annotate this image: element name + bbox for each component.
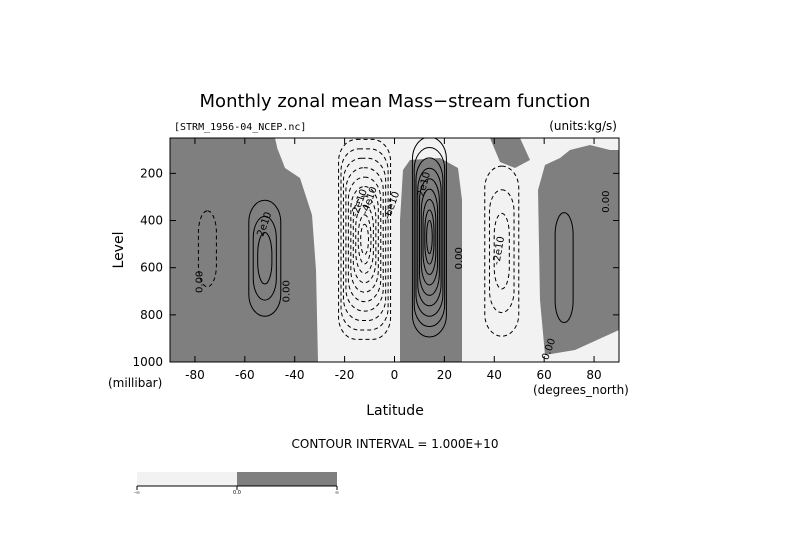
positive-region-mid-south xyxy=(233,140,318,362)
x-tick-label: 80 xyxy=(586,368,601,382)
contour-positive xyxy=(252,215,277,301)
contour-label: 0.00 xyxy=(454,247,465,269)
contour-negative xyxy=(350,186,379,293)
contour-positive xyxy=(554,212,574,324)
colorbar-negative-swatch xyxy=(137,472,237,486)
contour-negative xyxy=(347,176,382,303)
colorbar-label-max: ∞ xyxy=(335,490,339,496)
contour-positive xyxy=(426,219,433,255)
contour-negative xyxy=(355,204,374,274)
contour-interval-text: CONTOUR INTERVAL = 1.000E+10 xyxy=(292,437,499,451)
contour-label: -2e10 xyxy=(491,236,507,266)
y-tick-label: 800 xyxy=(140,308,163,322)
plot-area xyxy=(169,137,620,363)
contour-label: 0.00 xyxy=(601,191,612,213)
contour-positive xyxy=(413,146,446,328)
contour-negative xyxy=(484,165,520,337)
x-tick-label: 60 xyxy=(537,368,552,382)
contour-positive xyxy=(257,231,273,285)
colorbar-label-min: -∞ xyxy=(134,490,140,496)
contour-negative xyxy=(357,214,372,265)
y-unit-label: (millibar) xyxy=(108,376,162,390)
x-axis-label: Latitude xyxy=(366,403,424,419)
contour-positive xyxy=(422,199,437,276)
x-tick-label: -60 xyxy=(235,368,255,382)
file-label: [STRM_1956-04_NCEP.nc] xyxy=(174,122,306,133)
colorbar: -∞ 0.0 ∞ xyxy=(134,472,339,496)
x-tick-label: 20 xyxy=(437,368,452,382)
contour-positive xyxy=(420,188,439,286)
y-tick-label: 200 xyxy=(140,166,163,180)
contour-negative xyxy=(352,195,377,284)
contour-positive xyxy=(248,199,282,317)
y-tick-label: 600 xyxy=(140,261,163,275)
contour-negative xyxy=(493,212,510,290)
contour-positive xyxy=(411,138,447,338)
contour-positive xyxy=(415,157,444,317)
colorbar-positive-swatch xyxy=(237,472,337,486)
y-axis-label: Level xyxy=(111,232,127,269)
shaded-regions xyxy=(170,138,619,362)
x-tick-label: 0 xyxy=(391,368,399,382)
x-tick-label: -40 xyxy=(285,368,305,382)
positive-region-top-right xyxy=(490,138,530,168)
x-axis: -80 -60 -40 -20 0 20 40 60 80 xyxy=(185,138,602,382)
contour-lines xyxy=(197,138,574,340)
positive-region-nh-high xyxy=(170,138,238,362)
positive-region-north xyxy=(538,145,619,355)
contour-label: 0.00 xyxy=(194,271,205,293)
x-tick-label: -80 xyxy=(185,368,205,382)
contour-label: 0.00 xyxy=(282,280,293,302)
contour-negative xyxy=(345,167,384,312)
positive-region-tropics xyxy=(400,158,462,362)
chart-title: Monthly zonal mean Mass−stream function xyxy=(200,91,591,112)
contour-positive xyxy=(417,167,442,307)
contour-negative xyxy=(197,210,217,288)
x-unit-label: (degrees_north) xyxy=(533,383,629,397)
contour-negative xyxy=(360,223,369,255)
contour-negative xyxy=(342,157,387,322)
positive-region-bottom-left xyxy=(170,300,238,362)
units-label: (units:kg/s) xyxy=(549,119,617,133)
contour-negative xyxy=(488,189,515,314)
contour-positive xyxy=(419,178,440,296)
contour-positive xyxy=(424,209,435,265)
x-tick-label: 40 xyxy=(487,368,502,382)
contour-negative xyxy=(338,138,392,340)
y-tick-label: 400 xyxy=(140,214,163,228)
y-tick-label: 1000 xyxy=(132,355,163,369)
y-axis: 200 400 600 800 1000 xyxy=(132,166,619,369)
colorbar-label-zero: 0.0 xyxy=(233,490,241,496)
x-tick-label: -20 xyxy=(335,368,355,382)
